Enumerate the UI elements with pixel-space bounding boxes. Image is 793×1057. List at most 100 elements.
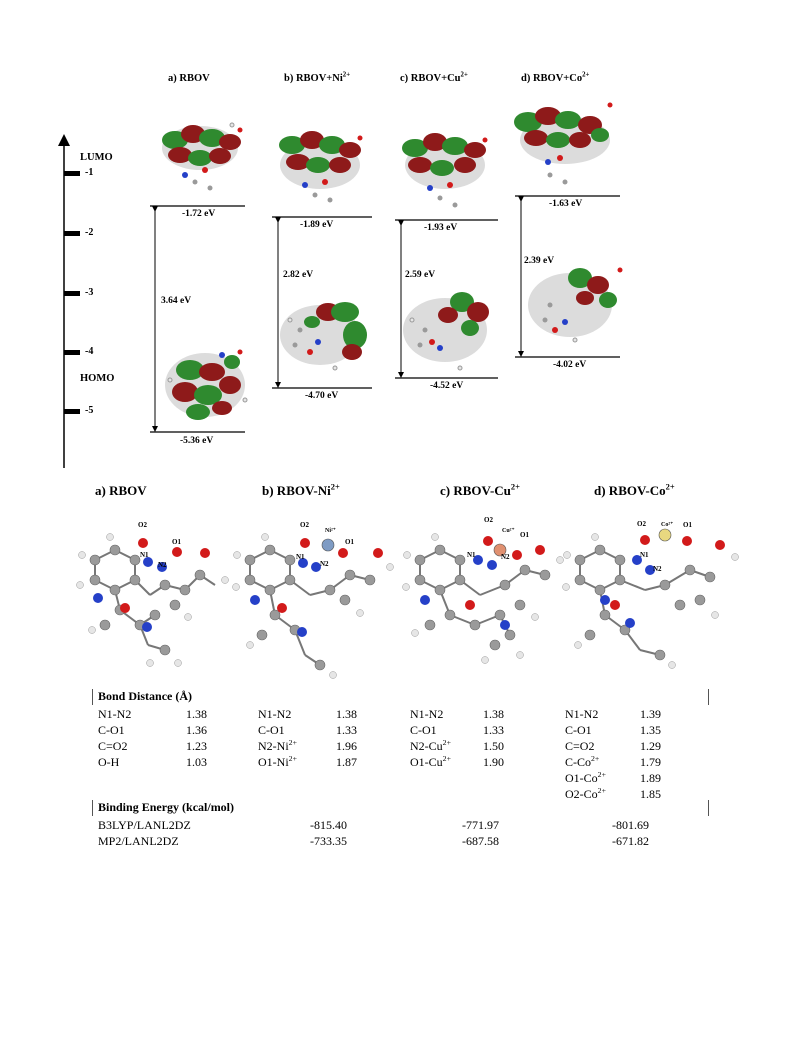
atom-label: Ni²⁺ (325, 528, 336, 534)
atom-label: N1 (640, 551, 649, 559)
atom-label: N1 (296, 553, 305, 561)
axis-tick (64, 171, 80, 176)
lumo-label: LUMO (80, 152, 113, 163)
homo-energy-c: -4.52 eV (430, 381, 464, 391)
atom-label: N2 (501, 553, 510, 561)
atom-label: Cu²⁺ (502, 528, 515, 534)
bond-label: O-H (98, 755, 120, 769)
atom-label: N2 (653, 565, 662, 573)
table-border-mark (92, 689, 93, 705)
bond-value: 1.29 (640, 739, 661, 753)
axis-tick (64, 409, 80, 414)
bond-value: 1.90 (483, 755, 504, 769)
gap-value-d: 2.39 eV (524, 256, 555, 266)
bond-label: O1-Co2+ (565, 770, 606, 785)
axis-tick (64, 231, 80, 236)
lumo-orbital-c (402, 133, 488, 208)
bond-label: C=O2 (565, 739, 595, 753)
homo-energy-a: -5.36 eV (180, 436, 214, 446)
bond-value: 1.38 (483, 707, 504, 721)
bond-value: 1.89 (640, 771, 661, 785)
axis-tick (64, 350, 80, 355)
bond-label: N2-Ni2+ (258, 738, 297, 753)
bond-label: O1-Cu2+ (410, 754, 451, 769)
bond-label: C-O1 (565, 723, 592, 737)
bond-label: C-O1 (258, 723, 285, 737)
bond-label: N1-N2 (258, 707, 292, 721)
homo-label: HOMO (80, 373, 115, 384)
bond-label: O1-Ni2+ (258, 754, 297, 769)
gap-value-c: 2.59 eV (405, 270, 436, 280)
bond-value: 1.35 (640, 723, 661, 737)
bond-value: 1.79 (640, 755, 661, 769)
table-border-mark (708, 800, 709, 816)
atom-label: O2 (637, 520, 646, 528)
bond-value: 1.39 (640, 707, 661, 721)
energy-value-co: -801.69 (612, 818, 649, 832)
bond-value: 1.03 (186, 755, 207, 769)
structure-title-c: c) RBOV-Cu2+ (440, 481, 520, 498)
tick-label: -3 (85, 287, 94, 298)
energy-value-ni: -815.40 (310, 818, 347, 832)
energy-value-co: -671.82 (612, 834, 649, 848)
homo-energy-b: -4.70 eV (305, 391, 339, 401)
lumo-energy-a: -1.72 eV (182, 209, 216, 219)
panel-title-d: d) RBOV+Co2+ (521, 71, 590, 84)
atom-label: O2 (484, 516, 493, 524)
bond-label: N1-N2 (98, 707, 132, 721)
atom-label: O1 (345, 538, 354, 546)
tick-label: -4 (85, 346, 94, 357)
bond-value: 1.50 (483, 739, 504, 753)
molecule-d (562, 528, 739, 669)
molecule-b (232, 533, 394, 679)
energy-value-cu: -687.58 (462, 834, 499, 848)
bond-value: 1.85 (640, 787, 661, 801)
tick-label: -5 (85, 405, 94, 416)
atom-label: Co²⁺ (661, 522, 674, 528)
atom-label: O2 (300, 521, 309, 529)
gap-value-a: 3.64 eV (161, 296, 192, 306)
lumo-energy-b: -1.89 eV (300, 220, 334, 230)
panel-title-b: b) RBOV+Ni2+ (284, 71, 351, 84)
axis-tick (64, 291, 80, 296)
bond-label: N1-N2 (410, 707, 444, 721)
tick-label: -2 (85, 227, 94, 238)
homo-orbital-b (280, 302, 367, 371)
gap-value-b: 2.82 eV (283, 270, 314, 280)
table-border-mark (708, 689, 709, 705)
lumo-energy-c: -1.93 eV (424, 223, 458, 233)
bond-label: N1-N2 (565, 707, 599, 721)
structure-title-a: a) RBOV (95, 483, 147, 498)
atom-label: N2 (320, 560, 329, 568)
bond-label: C-O1 (98, 723, 125, 737)
lumo-orbital-b (279, 131, 363, 203)
bond-value: 1.87 (336, 755, 357, 769)
atom-label: O1 (683, 521, 692, 529)
molecule-structures-svg (76, 528, 739, 679)
atom-label: O1 (172, 538, 181, 546)
panel-title-a: a) RBOV (168, 73, 210, 84)
bond-value: 1.96 (336, 739, 357, 753)
bond-label: C-O1 (410, 723, 437, 737)
bond-value: 1.38 (186, 707, 207, 721)
bond-label: O2-Co2+ (565, 786, 606, 801)
lumo-orbital-a (162, 122, 243, 191)
binding-energy-header: Binding Energy (kcal/mol) (98, 800, 235, 814)
energy-diagram-svg (58, 102, 623, 468)
atom-label: N1 (467, 551, 476, 559)
homo-orbital-c (403, 292, 489, 371)
bond-value: 1.36 (186, 723, 207, 737)
bond-label: N2-Cu2+ (410, 738, 451, 753)
lumo-orbital-d (514, 102, 613, 185)
method-label: MP2/LANL2DZ (98, 834, 179, 848)
homo-orbital-d (528, 267, 623, 343)
panel-title-c: c) RBOV+Cu2+ (400, 71, 468, 84)
energy-value-ni: -733.35 (310, 834, 347, 848)
bond-label: C=O2 (98, 739, 128, 753)
lumo-energy-d: -1.63 eV (549, 199, 583, 209)
atom-label: O1 (520, 531, 529, 539)
structure-title-b: b) RBOV-Ni2+ (262, 481, 340, 498)
method-label: B3LYP/LANL2DZ (98, 818, 191, 832)
tick-label: -1 (85, 167, 94, 178)
molecule-a (76, 533, 229, 667)
